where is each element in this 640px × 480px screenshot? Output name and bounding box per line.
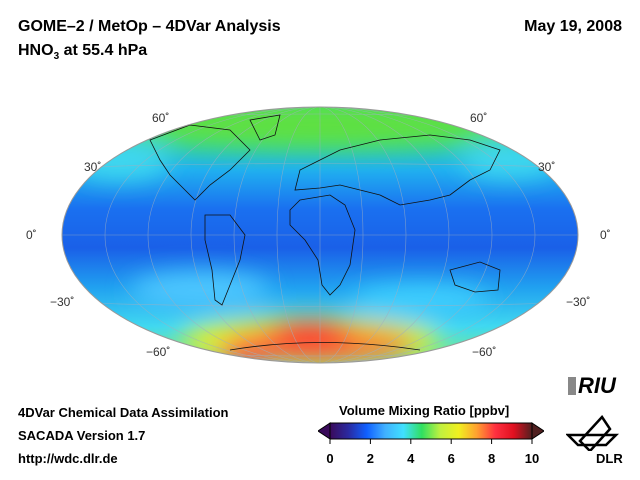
colorbar-tick-label: 8 bbox=[487, 451, 496, 466]
dlr-logo-icon bbox=[566, 415, 620, 451]
species-name: HNO bbox=[18, 42, 54, 59]
cathedral-icon bbox=[568, 377, 576, 395]
riu-logo: RIU bbox=[568, 373, 616, 399]
lat-label-30n-right: 30˚ bbox=[538, 160, 556, 174]
footer-line-1: 4DVar Chemical Data Assimilation bbox=[18, 405, 229, 420]
colorbar-tick-label: 6 bbox=[447, 451, 455, 466]
lat-label-30s-right: −30˚ bbox=[566, 295, 591, 309]
species-subscript: 3 bbox=[53, 51, 60, 63]
colorbar-under-arrow bbox=[318, 422, 331, 440]
map-subtitle: HNO3 at 55.4 hPa bbox=[18, 42, 147, 62]
footer-url[interactable]: http://wdc.dlr.de bbox=[18, 451, 118, 466]
colorbar-title: Volume Mixing Ratio [ppbv] bbox=[339, 403, 510, 418]
colorbar-tick-label: 2 bbox=[366, 451, 374, 466]
riu-logo-text: RIU bbox=[578, 373, 616, 398]
pressure-level: at 55.4 hPa bbox=[59, 42, 148, 59]
map-border bbox=[61, 106, 579, 364]
hno3-field bbox=[62, 107, 578, 363]
colorbar-over-arrow bbox=[531, 422, 544, 440]
colorbar-gradient bbox=[329, 422, 533, 440]
colorbar-tick-label: 0 bbox=[326, 451, 334, 466]
lat-label-60n-left: 60˚ bbox=[152, 111, 170, 125]
colorbar bbox=[318, 422, 544, 444]
colorbar-tick-label: 4 bbox=[407, 451, 415, 466]
lat-label-eq-right: 0˚ bbox=[600, 228, 611, 242]
lat-label-60s-right: −60˚ bbox=[472, 345, 497, 359]
footer-line-2: SACADA Version 1.7 bbox=[18, 428, 146, 443]
lat-label-30s-left: −30˚ bbox=[50, 295, 75, 309]
dlr-logo-text: DLR bbox=[596, 451, 623, 466]
lat-label-eq-left: 0˚ bbox=[26, 228, 37, 242]
map-date: May 19, 2008 bbox=[524, 18, 622, 35]
map-title: GOME–2 / MetOp – 4DVar Analysis bbox=[18, 18, 281, 35]
lat-label-30n-left: 30˚ bbox=[84, 160, 102, 174]
lat-label-60n-right: 60˚ bbox=[470, 111, 488, 125]
graticule bbox=[62, 107, 578, 363]
coastlines bbox=[149, 114, 501, 351]
colorbar-tick-label: 10 bbox=[524, 451, 540, 466]
lat-label-60s-left: −60˚ bbox=[146, 345, 171, 359]
